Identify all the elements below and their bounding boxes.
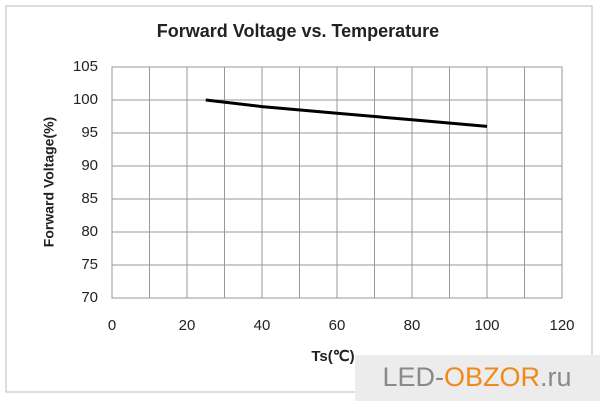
data-line [205,98,488,128]
watermark-box [355,355,600,401]
y-tick-label: 100 [73,91,98,108]
x-axis-label: Ts(℃) [311,348,354,365]
x-tick-label: 80 [404,317,421,334]
y-tick-label: 85 [81,190,98,207]
y-tick-label: 80 [81,223,98,240]
y-axis-label: Forward Voltage(%) [41,117,57,247]
y-tick-label: 75 [81,256,98,273]
y-tick-label: 105 [73,58,98,75]
chart-title: Forward Voltage vs. Temperature [157,21,439,41]
x-tick-label: 120 [549,317,574,334]
x-tick-label: 100 [474,317,499,334]
y-tick-label: 95 [81,124,98,141]
watermark: LED-OBZOR.ru [382,362,571,392]
y-tick-label: 70 [81,289,98,306]
watermark-part: OBZOR [444,362,540,392]
watermark-part: LED- [382,362,444,392]
y-tick-label: 90 [81,157,98,174]
x-tick-label: 60 [329,317,346,334]
watermark-part: .ru [540,362,572,392]
x-tick-label: 0 [108,317,116,334]
x-tick-label: 40 [254,317,271,334]
x-tick-label: 20 [179,317,196,334]
